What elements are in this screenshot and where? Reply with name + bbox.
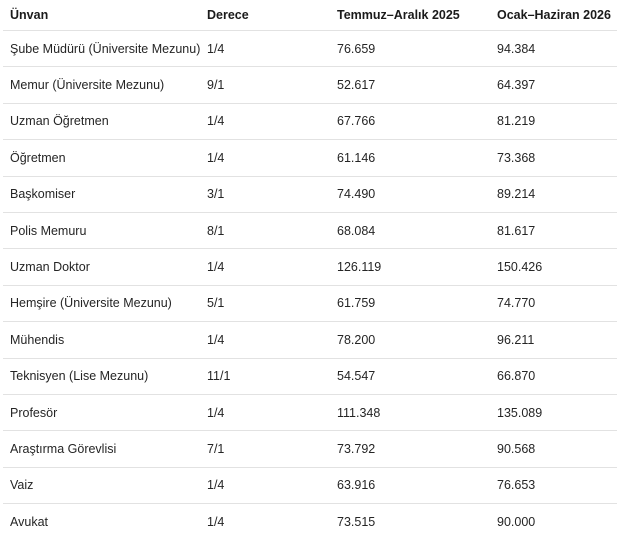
cell-unvan: Uzman Doktor [3, 248, 207, 286]
cell-temmuz-aralik-2025: 68.084 [337, 212, 497, 250]
column-header-derece: Derece [207, 0, 337, 31]
cell-temmuz-aralik-2025: 67.766 [337, 103, 497, 141]
cell-derece: 7/1 [207, 430, 337, 468]
cell-derece: 8/1 [207, 212, 337, 250]
table-row: Polis Memuru 8/1 68.084 81.617 [3, 212, 617, 250]
cell-ocak-haziran-2026: 81.617 [497, 212, 617, 250]
cell-ocak-haziran-2026: 81.219 [497, 103, 617, 141]
cell-derece: 3/1 [207, 176, 337, 213]
cell-derece: 1/4 [207, 394, 337, 432]
cell-unvan: Mühendis [3, 321, 207, 359]
column-header-temmuz-aralik-2025: Temmuz–Aralık 2025 [337, 0, 497, 31]
cell-ocak-haziran-2026: 64.397 [497, 66, 617, 104]
cell-unvan: Uzman Öğretmen [3, 103, 207, 141]
cell-ocak-haziran-2026: 90.000 [497, 514, 536, 529]
cell-temmuz-aralik-2025: 54.547 [337, 358, 497, 395]
cell-unvan: Memur (Üniversite Mezunu) [3, 66, 207, 104]
cell-ocak-haziran-2026: 76.653 [497, 467, 617, 505]
cell-ocak-haziran-2026: 94.384 [497, 30, 617, 68]
cell-temmuz-aralik-2025: 76.659 [337, 30, 497, 68]
cell-temmuz-aralik-2025: 126.119 [337, 248, 497, 286]
cell-unvan: Araştırma Görevlisi [3, 430, 207, 468]
cell-derece: 1/4 [207, 103, 337, 141]
cell-derece: 1/4 [207, 321, 337, 359]
cell-derece: 1/4 [207, 30, 337, 68]
table-row: Öğretmen 1/4 61.146 73.368 [3, 139, 617, 177]
cell-temmuz-aralik-2025: 78.200 [337, 321, 497, 359]
cell-unvan: Vaiz [3, 467, 207, 505]
cell-unvan: Başkomiser [3, 176, 207, 213]
table-row: Araştırma Görevlisi 7/1 73.792 90.568 [3, 430, 617, 468]
cell-derece: 5/1 [207, 285, 337, 323]
cell-temmuz-aralik-2025: 63.916 [337, 467, 497, 505]
cell-ocak-haziran-2026: 96.211 [497, 321, 617, 359]
table-row: Avukat 1/4 73.515 90.000 [3, 504, 617, 540]
cell-derece: 1/4 [207, 514, 225, 529]
table-row: Memur (Üniversite Mezunu) 9/1 52.617 64.… [3, 66, 617, 104]
cell-unvan: Şube Müdürü (Üniversite Mezunu) [3, 30, 207, 68]
cell-temmuz-aralik-2025: 74.490 [337, 176, 497, 213]
table-row: Şube Müdürü (Üniversite Mezunu) 1/4 76.6… [3, 30, 617, 68]
salary-table-body: Şube Müdürü (Üniversite Mezunu) 1/4 76.6… [3, 30, 617, 540]
table-row: Uzman Öğretmen 1/4 67.766 81.219 [3, 103, 617, 141]
cell-unvan: Öğretmen [3, 139, 207, 177]
column-header-unvan: Ünvan [3, 0, 207, 31]
cell-derece: 1/4 [207, 467, 337, 505]
cell-ocak-haziran-2026: 150.426 [497, 248, 617, 286]
cell-derece: 9/1 [207, 66, 337, 104]
cell-temmuz-aralik-2025: 73.792 [337, 430, 497, 468]
table-row: Profesör 1/4 111.348 135.089 [3, 394, 617, 432]
column-header-ocak-haziran-2026: Ocak–Haziran 2026 [497, 0, 617, 31]
table-row: Başkomiser 3/1 74.490 89.214 [3, 176, 617, 213]
cell-ocak-haziran-2026: 74.770 [497, 285, 617, 323]
header-row: Ünvan Derece Temmuz–Aralık 2025 Ocak–Haz… [3, 0, 617, 31]
cell-ocak-haziran-2026: 66.870 [497, 358, 617, 395]
table-row: Mühendis 1/4 78.200 96.211 [3, 321, 617, 359]
cell-derece: 11/1 [207, 358, 337, 395]
cell-derece: 1/4 [207, 248, 337, 286]
cell-temmuz-aralik-2025: 52.617 [337, 66, 497, 104]
cell-unvan: Hemşire (Üniversite Mezunu) [3, 285, 207, 323]
table-row: Hemşire (Üniversite Mezunu) 5/1 61.759 7… [3, 285, 617, 323]
cell-unvan: Avukat [10, 514, 48, 529]
cell-ocak-haziran-2026: 135.089 [497, 394, 617, 432]
table-row: Uzman Doktor 1/4 126.119 150.426 [3, 248, 617, 286]
salary-table-header: Ünvan Derece Temmuz–Aralık 2025 Ocak–Haz… [3, 0, 617, 31]
cell-temmuz-aralik-2025: 111.348 [337, 394, 497, 432]
cell-ocak-haziran-2026: 90.568 [497, 430, 617, 468]
table-row: Teknisyen (Lise Mezunu) 11/1 54.547 66.8… [3, 358, 617, 395]
cell-temmuz-aralik-2025: 61.759 [337, 285, 497, 323]
cell-temmuz-aralik-2025: 61.146 [337, 139, 497, 177]
cell-unvan: Teknisyen (Lise Mezunu) [3, 358, 207, 395]
cell-ocak-haziran-2026: 73.368 [497, 139, 617, 177]
cell-derece: 1/4 [207, 139, 337, 177]
cell-ocak-haziran-2026: 89.214 [497, 176, 617, 213]
cell-unvan: Profesör [3, 394, 207, 432]
cell-unvan: Polis Memuru [3, 212, 207, 250]
cell-temmuz-aralik-2025: 73.515 [337, 514, 376, 529]
salary-table: Ünvan Derece Temmuz–Aralık 2025 Ocak–Haz… [3, 0, 617, 539]
table-row: Vaiz 1/4 63.916 76.653 [3, 467, 617, 505]
